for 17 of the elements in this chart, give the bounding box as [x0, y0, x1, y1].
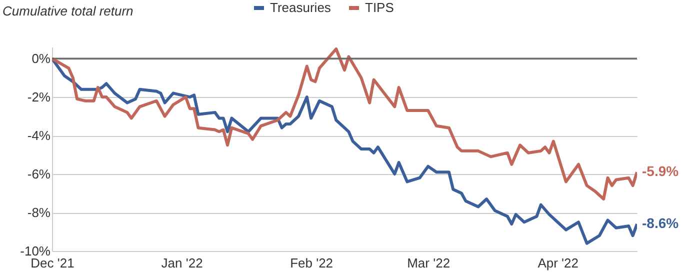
x-tick-label: Jan '22 — [161, 256, 203, 270]
x-tick-label: Apr '22 — [538, 256, 579, 270]
y-tick-label: -8% — [27, 205, 51, 220]
x-tick-label: Feb '22 — [290, 256, 334, 270]
data-label: -8.6% — [642, 215, 680, 232]
x-tick-label: Dec '21 — [30, 256, 74, 270]
y-tick-label: 0% — [32, 51, 51, 66]
data-label: -5.9% — [642, 163, 680, 180]
y-tick-label: -6% — [27, 166, 51, 182]
line-series — [52, 47, 637, 201]
y-tick-label: -4% — [27, 128, 51, 144]
legend-label: Treasuries — [270, 0, 332, 15]
y-axis-title: Cumulative total return — [2, 4, 134, 18]
legend-label: TIPS — [365, 0, 394, 15]
x-tick-label: Mar '22 — [407, 256, 450, 270]
y-tick-label: -2% — [27, 90, 51, 105]
y-tick-label: -10% — [20, 244, 51, 258]
